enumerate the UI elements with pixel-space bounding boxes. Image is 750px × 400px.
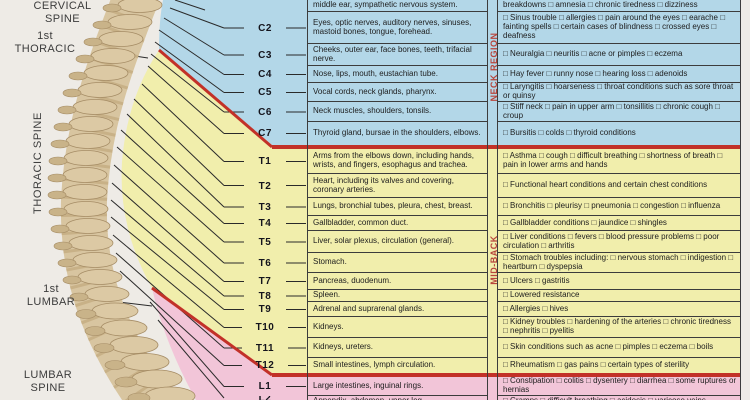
condition-cell-t4: □ Gallbladder conditions □ jaundice □ sh… [498, 216, 740, 231]
vertebra-label-l1: L1 [258, 381, 272, 392]
vertebra-label [246, 0, 284, 12]
vertebra-label-c4: C4 [258, 69, 272, 80]
vertebra-label-column: C2 C3 C4 C5 C6 C7 T1 T2 T3 T4 T5 T6 T7 T… [246, 0, 284, 400]
area-cell-t9: Adrenal and suprarenal glands. [308, 302, 487, 317]
area-cell-c6: Neck muscles, shoulders, tonsils. [308, 102, 487, 122]
body-areas-column: middle ear, sympathetic nervous system. … [307, 0, 488, 400]
first-thoracic-label: 1st THORACIC [14, 30, 76, 55]
area-cell-t1: Arms from the elbows down, including han… [308, 149, 487, 174]
condition-cell-t2: □ Functional heart conditions and certai… [498, 174, 740, 198]
conditions-column: breakdowns □ amnesia □ chronic tiredness… [497, 0, 741, 400]
vertebra-label-t12: T12 [255, 360, 275, 371]
vertebra-label-t6: T6 [258, 257, 272, 269]
first-lumbar-label: 1st LUMBAR [26, 283, 76, 308]
condition-cell-t8: □ Lowered resistance [498, 290, 740, 302]
condition-cell-c5: □ Laryngitis □ hoarseness □ throat condi… [498, 83, 740, 102]
label-dashes [224, 27, 306, 387]
condition-cell-t6: □ Stomach troubles including: □ nervous … [498, 253, 740, 273]
condition-cell-t11: □ Skin conditions such as acne □ pimples… [498, 338, 740, 358]
condition-cell: breakdowns □ amnesia □ chronic tiredness… [498, 0, 740, 12]
vertebra-label-c5: C5 [258, 87, 272, 98]
vertebra-label-t7: T7 [258, 276, 272, 287]
condition-cell-c4: □ Hay fever □ runny nose □ hearing loss … [498, 66, 740, 83]
vertebra-label-t3: T3 [258, 201, 272, 213]
area-cell-t11: Kidneys, ureters. [308, 338, 487, 358]
red-divider-lines [151, 48, 741, 377]
area-cell-t6: Stomach. [308, 253, 487, 273]
area-cell-t10: Kidneys. [308, 317, 487, 338]
vertebra-label-c2: C2 [258, 22, 272, 34]
condition-cell-t12: □ Rheumatism □ gas pains □ certain types… [503, 360, 690, 370]
vertebra-label-t2: T2 [258, 180, 272, 192]
condition-cell-c6: □ Stiff neck □ pain in upper arm □ tonsi… [498, 102, 740, 122]
area-cell-l1: Large intestines, inguinal rings. [308, 377, 487, 396]
vertebra-label-t10: T10 [255, 322, 275, 333]
area-cell-c7: Thyroid gland, bursae in the shoulders, … [313, 128, 481, 138]
condition-cell-t5: □ Liver conditions □ fevers □ blood pres… [498, 231, 740, 253]
spine-illustration [47, 0, 196, 400]
area-cell-t7: Pancreas, duodenum. [308, 273, 487, 290]
condition-cell-l2: □ Cramps □ difficult breathing □ acidosi… [498, 396, 740, 400]
condition-cell-t3: □ Bronchitis □ pleurisy □ pneumonia □ co… [498, 198, 740, 216]
condition-cell-c7: □ Bursitis □ colds □ thyroid conditions [503, 128, 636, 138]
vertebra-label-t4: T4 [258, 218, 272, 229]
area-cell: middle ear, sympathetic nervous system. [308, 0, 487, 12]
vertebra-label-c6: C6 [258, 106, 272, 118]
area-cell-t3: Lungs, bronchial tubes, pleura, chest, b… [308, 198, 487, 216]
vertebra-label-c3: C3 [258, 49, 272, 61]
area-cell-c2: Eyes, optic nerves, auditory nerves, sin… [308, 12, 487, 44]
leader-lines [107, 0, 306, 399]
area-cell-c3: Cheeks, outer ear, face bones, teeth, tr… [308, 44, 487, 66]
area-cell-c4: Nose, lips, mouth, eustachian tube. [308, 66, 487, 83]
vertebra-label-l2: L2 [246, 396, 284, 400]
condition-cell-t1: □ Asthma □ cough □ difficult breathing □… [498, 149, 740, 174]
area-cell-l2: Appendix, abdomen, upper leg. [308, 396, 487, 400]
vertebra-label-t1: T1 [258, 156, 272, 167]
area-cell-c5: Vocal cords, neck glands, pharynx. [308, 83, 487, 102]
vertebra-label-c7: C7 [258, 128, 272, 139]
condition-cell-t10: □ Kidney troubles □ hardening of the art… [498, 317, 740, 338]
condition-cell-t9: □ Allergies □ hives [498, 302, 740, 317]
lumbar-spine-label: LUMBAR SPINE [23, 369, 73, 394]
area-cell-t2: Heart, including its valves and covering… [308, 174, 487, 198]
vertebra-label-t9: T9 [258, 304, 272, 315]
area-cell-t5: Liver, solar plexus, circulation (genera… [308, 231, 487, 253]
area-cell-t4: Gallbladder, common duct. [308, 216, 487, 231]
condition-cell-l1: □ Constipation □ colitis □ dysentery □ d… [498, 377, 740, 396]
thoracic-spine-label: THORACIC SPINE [32, 112, 44, 214]
condition-cell-c3: □ Neuralgia □ neuritis □ acne or pimples… [498, 44, 740, 66]
region-bands [121, 0, 741, 400]
area-cell-t12: Small intestines, lymph circulation. [313, 360, 436, 370]
vertebra-label-t11: T11 [255, 342, 275, 354]
vertebra-label-t8: T8 [258, 290, 272, 302]
area-cell-t8: Spleen. [308, 290, 487, 302]
vertebra-label-t5: T5 [258, 236, 272, 248]
cervical-spine-label: CERVICAL SPINE [33, 0, 92, 25]
condition-cell-t7: □ Ulcers □ gastritis [498, 273, 740, 290]
condition-cell-c2: □ Sinus trouble □ allergies □ pain aroun… [498, 12, 740, 44]
